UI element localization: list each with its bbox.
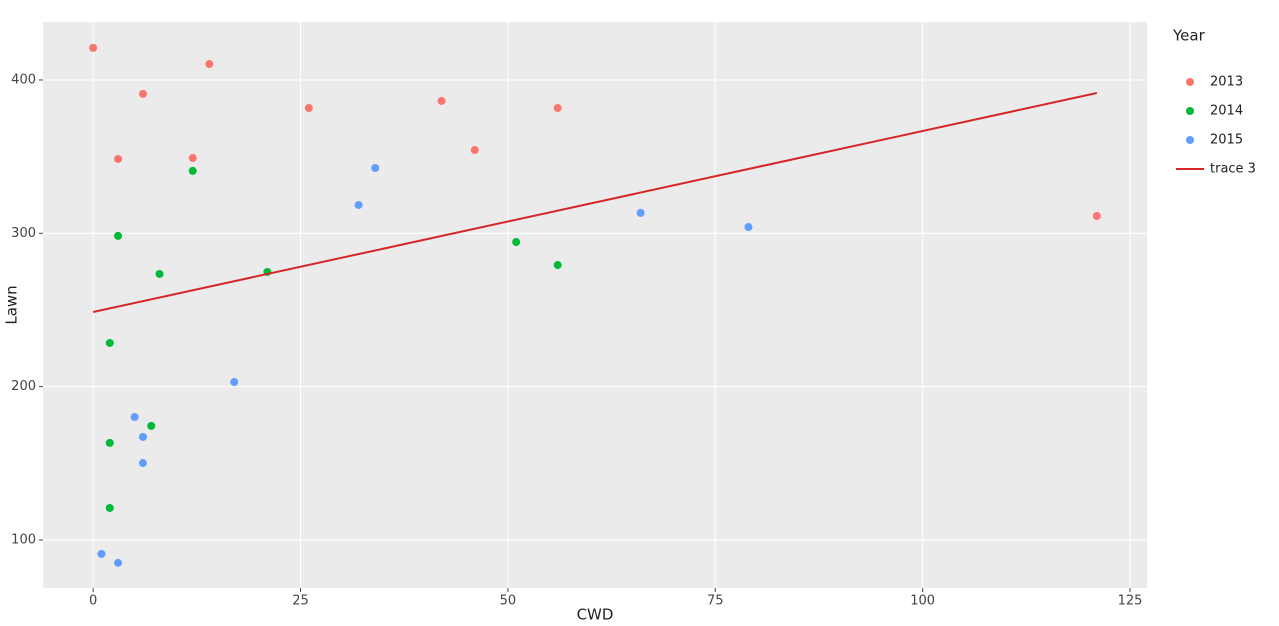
- marks: [89, 43, 1101, 567]
- y-tick-label: 200: [11, 379, 36, 394]
- point: [304, 104, 313, 113]
- point: [114, 154, 123, 163]
- legend: 2013 2014 2015 trace 3: [1176, 75, 1256, 177]
- point: [354, 200, 363, 209]
- point: [138, 459, 147, 468]
- point: [470, 146, 479, 155]
- point: [130, 413, 139, 422]
- point: [636, 208, 645, 217]
- legend-label: 2015: [1210, 133, 1243, 148]
- legend-title: Year: [1172, 27, 1206, 45]
- point: [155, 269, 164, 278]
- x-tick-label: 125: [1118, 594, 1143, 609]
- point: [188, 154, 197, 163]
- point: [147, 421, 156, 430]
- y-tick-label: 100: [11, 533, 36, 548]
- point: [437, 96, 446, 105]
- trend-line: [92, 92, 1098, 313]
- y-axis-title: Lawn: [3, 285, 21, 324]
- point: [553, 104, 562, 113]
- point: [97, 549, 106, 558]
- point: [553, 261, 562, 270]
- legend-label: 2013: [1210, 75, 1243, 90]
- grid: [43, 22, 1147, 588]
- point: [1092, 211, 1101, 220]
- plot-background: [43, 22, 1147, 588]
- point: [105, 338, 114, 347]
- point: [744, 223, 753, 232]
- point: [230, 378, 239, 387]
- x-tick-label: 75: [707, 594, 724, 609]
- point: [512, 238, 521, 247]
- x-tick-label: 100: [910, 594, 935, 609]
- legend-symbol: [1186, 78, 1194, 86]
- legend-label: 2014: [1210, 104, 1243, 119]
- point: [371, 163, 380, 172]
- point: [188, 166, 197, 175]
- point: [114, 231, 123, 240]
- legend-symbol: [1186, 136, 1194, 144]
- point: [105, 438, 114, 447]
- x-tick-label: 50: [500, 594, 517, 609]
- x-tick-label: 0: [89, 594, 97, 609]
- y-tick-label: 400: [11, 72, 36, 87]
- point: [138, 89, 147, 98]
- point: [205, 60, 214, 69]
- x-axis-title: CWD: [577, 606, 614, 624]
- point: [89, 43, 98, 52]
- y-tick-label: 300: [11, 226, 36, 241]
- legend-label: trace 3: [1210, 162, 1256, 177]
- point: [114, 558, 123, 567]
- point: [105, 503, 114, 512]
- x-tick-label: 25: [292, 594, 309, 609]
- point: [138, 432, 147, 441]
- legend-symbol: [1186, 107, 1194, 115]
